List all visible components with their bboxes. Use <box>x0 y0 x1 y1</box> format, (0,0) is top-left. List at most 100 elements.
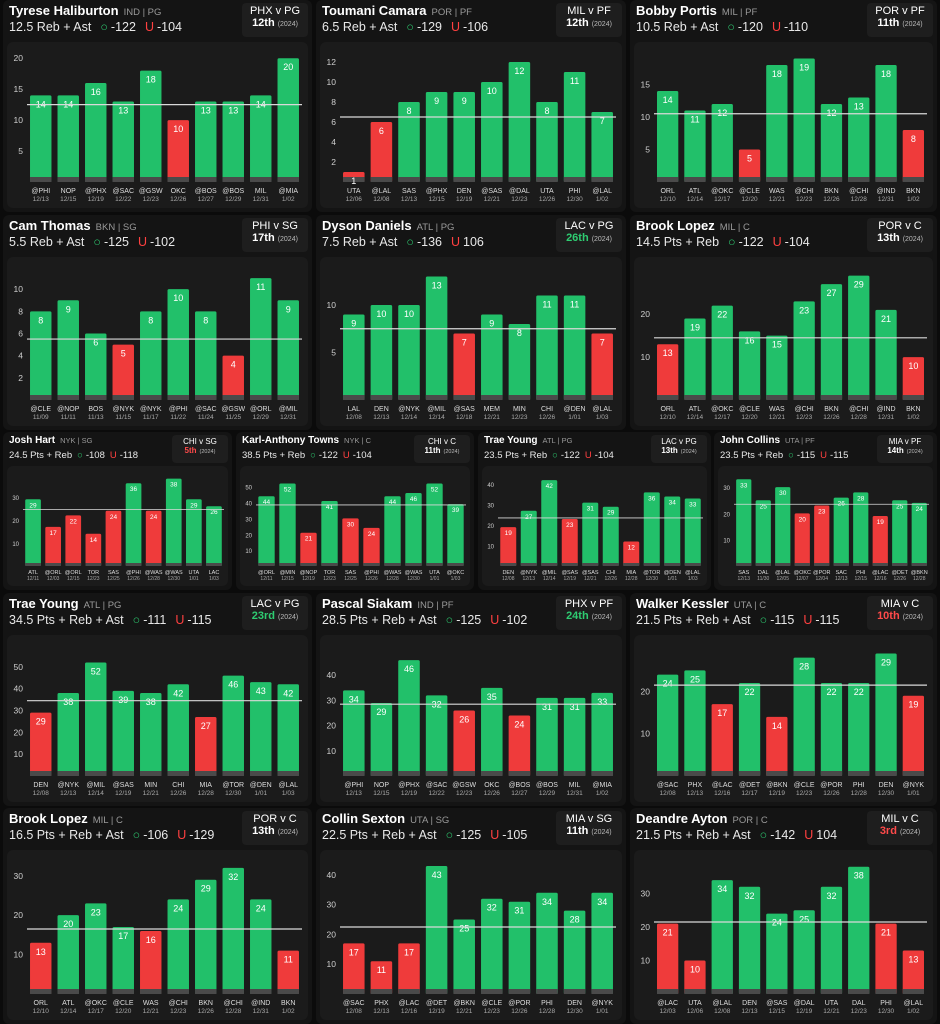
player-card[interactable]: Trae Young ATL | PG 34.5 Pts + Reb + Ast ○ -… <box>3 593 312 806</box>
opponent-label: WAS <box>769 406 785 413</box>
opponent-label: PHI <box>853 782 865 789</box>
bar-value-label: 6 <box>379 126 384 136</box>
rank-value: 26th <box>566 232 589 244</box>
bar <box>145 510 162 566</box>
bar <box>793 58 815 182</box>
bar <box>195 101 217 182</box>
player-card[interactable]: Brook Lopez MIL | C 16.5 Pts + Reb + Ast ○ -… <box>3 808 312 1024</box>
date-label: 12/30 <box>167 576 180 582</box>
date-label: 12/21 <box>143 790 160 797</box>
bar <box>57 95 79 182</box>
player-card[interactable]: Tyrese Haliburton IND | PG 12.5 Reb + Ast ○… <box>3 0 312 212</box>
opponent-label: ORL <box>34 1000 49 1007</box>
bar-base <box>195 771 217 776</box>
bar <box>425 865 448 994</box>
opponent-label: NOP <box>374 782 390 789</box>
under-odds-icon: U <box>451 20 461 34</box>
bar-base <box>453 989 475 994</box>
matchup-text: PHX v PF <box>564 598 614 610</box>
rank-value: 23rd <box>251 610 275 622</box>
player-name-text: Walker Kessler <box>636 596 729 611</box>
player-card[interactable]: Trae Young ATL | PG 23.5 Pts + Reb ○ -122 U -1… <box>478 432 711 590</box>
date-label: 1/01 <box>596 1008 609 1015</box>
bar <box>872 516 888 566</box>
bar <box>277 684 299 776</box>
opponent-label: BKN <box>824 406 838 413</box>
player-card[interactable]: Karl-Anthony Towns NYK | C 38.5 Pts + Reb ○… <box>236 432 474 590</box>
date-label: 12/03 <box>660 1008 677 1015</box>
bar-chart: 5109LAL12/0810DEN12/1310@NYK12/1413@MIL1… <box>327 276 616 421</box>
bar-base <box>711 395 733 400</box>
bar <box>279 483 296 566</box>
bar-base <box>833 563 849 566</box>
bar <box>875 309 897 400</box>
matchup-text: LAC v PG <box>250 598 300 610</box>
opponent-label: @BKN <box>453 1000 475 1007</box>
bar <box>195 311 217 400</box>
bar <box>321 500 338 566</box>
player-card[interactable]: Dyson Daniels ATL | PG 7.5 Reb + Ast ○ -136 U… <box>316 215 626 430</box>
over-odds: -122 <box>110 20 136 34</box>
player-name-text: Dyson Daniels <box>322 218 412 233</box>
bar-base <box>398 771 420 776</box>
y-tick-label: 30 <box>641 889 651 899</box>
player-card[interactable]: Walker Kessler UTA | C 21.5 Pts + Reb + As… <box>630 593 937 806</box>
bar-value-label: 33 <box>597 697 607 707</box>
matchup-badge: MIL v C 3rd (2024) <box>867 811 933 845</box>
rank-value: 11th <box>877 17 900 29</box>
player-name: Cam Thomas BKN | SG <box>9 218 137 233</box>
player-card[interactable]: Deandre Ayton POR | C 21.5 Pts + Reb + Ast… <box>630 808 937 1024</box>
bar <box>820 683 843 776</box>
bar <box>277 58 299 182</box>
bar-base <box>711 177 733 182</box>
bar-base <box>481 989 503 994</box>
bar <box>85 903 107 994</box>
bar-base <box>902 989 924 994</box>
opponent-label: MEM <box>484 406 501 413</box>
date-label: 12/23 <box>511 414 528 421</box>
y-tick-label: 5 <box>18 146 23 156</box>
player-card[interactable]: Toumani Camara POR | PF 6.5 Reb + Ast ○ -129… <box>316 0 626 212</box>
chart-panel: 10 20 30 21 @LAC 12/03 10 UTA 12/06 34 @LAL 12/08 32… <box>634 850 933 1020</box>
date-label: 11/30 <box>757 576 769 582</box>
date-label: 12/13 <box>33 196 50 203</box>
matchup-badge: LAC v PG 26th (2024) <box>556 218 622 252</box>
bar <box>112 927 134 994</box>
player-card[interactable]: Pascal Siakam IND | PF 28.5 Pts + Reb + As… <box>316 593 626 806</box>
bar-value-label: 24 <box>368 531 376 538</box>
bar-base <box>447 563 464 566</box>
bar-value-label: 46 <box>228 680 238 690</box>
date-label: 12/28 <box>625 576 638 582</box>
player-card[interactable]: Josh Hart NYK | SG 24.5 Pts + Reb ○ -108 U -11… <box>3 432 232 590</box>
y-tick-label: 40 <box>14 684 24 694</box>
y-tick-label: 50 <box>245 486 252 492</box>
opponent-label: DEN <box>33 782 48 789</box>
bar <box>342 518 359 566</box>
player-card[interactable]: John Collins UTA | PF 23.5 Pts + Reb ○ -115 U… <box>714 432 937 590</box>
bar <box>57 693 79 776</box>
opponent-label: @CHI <box>795 406 814 413</box>
bar <box>398 102 420 182</box>
bar-value-label: 23 <box>91 907 101 917</box>
opponent-label: @TOR <box>643 570 660 576</box>
opponent-label: @DEN <box>564 406 586 413</box>
date-label: 12/13 <box>401 196 418 203</box>
under-odds-icon: U <box>175 613 185 627</box>
opponent-label: @LAC <box>712 782 733 789</box>
bar-base <box>643 563 660 566</box>
bar-base <box>508 989 531 994</box>
bar-value-label: 30 <box>779 490 787 497</box>
player-card[interactable]: Brook Lopez MIL | C 14.5 Pts + Reb ○ -122 U -1… <box>630 215 937 430</box>
bar-base <box>738 177 761 182</box>
bar-base <box>508 177 531 182</box>
date-label: 12/15 <box>281 576 294 582</box>
player-card[interactable]: Collin Sexton UTA | SG 22.5 Pts + Reb + As… <box>316 808 626 1024</box>
bar-base <box>140 177 162 182</box>
player-card[interactable]: Cam Thomas BKN | SG 5.5 Reb + Ast ○ -125 U -10… <box>3 215 312 430</box>
bar-value-label: 17 <box>118 931 128 941</box>
player-card[interactable]: Bobby Portis MIL | PF 10.5 Reb + Ast ○ -120 U… <box>630 0 937 212</box>
bar-value-label: 46 <box>410 496 418 503</box>
bar-base <box>582 563 599 566</box>
matchup-text: POR v C <box>878 220 922 232</box>
opponent-label: @LAL <box>712 1000 732 1007</box>
